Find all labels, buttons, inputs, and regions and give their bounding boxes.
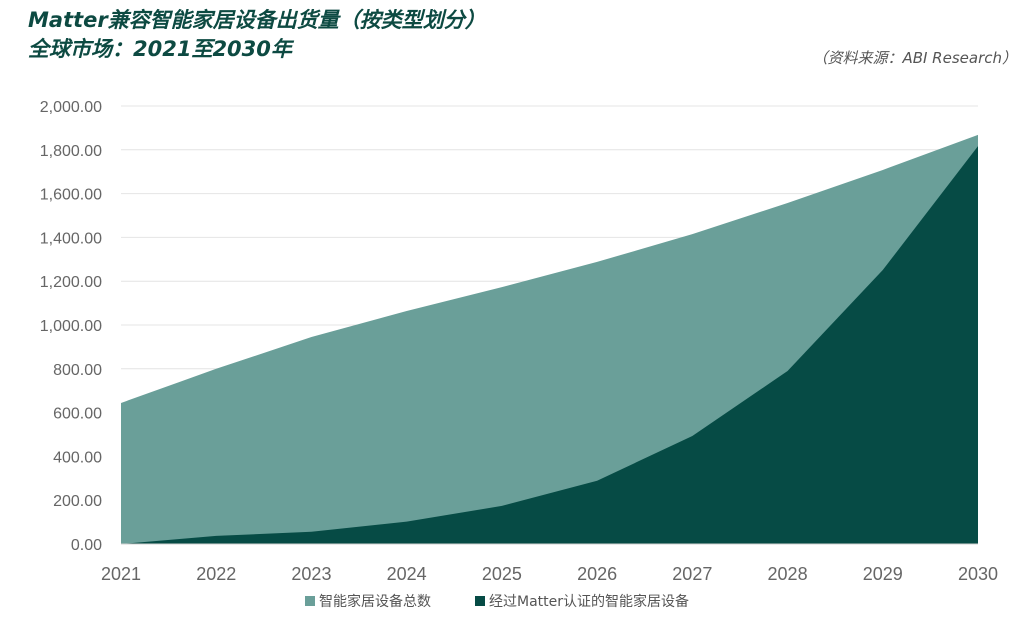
y-tick-label: 1,400.00 <box>40 230 102 247</box>
legend-swatch-total <box>305 596 315 606</box>
y-tick-label: 0.00 <box>71 537 102 554</box>
y-tick-label: 2,000.00 <box>40 99 102 116</box>
x-tick-label: 2025 <box>482 564 522 584</box>
x-tick-label: 2023 <box>291 564 331 584</box>
legend-label-matter: 经过Matter认证的智能家居设备 <box>489 594 690 610</box>
legend-item-matter: 经过Matter认证的智能家居设备 <box>475 591 689 611</box>
subtitle: 全球市场：2021至2030年 <box>28 37 292 61</box>
x-tick-label: 2024 <box>387 564 427 584</box>
x-tick-label: 2026 <box>577 564 617 584</box>
x-tick-label: 2029 <box>863 564 903 584</box>
x-tick-label: 2027 <box>672 564 712 584</box>
title-line-1: Matter兼容智能家居设备出货量（按类型划分） <box>28 8 486 32</box>
y-tick-label: 1,800.00 <box>40 143 102 160</box>
x-tick-label: 2028 <box>768 564 808 584</box>
y-tick-label: 1,600.00 <box>40 187 102 204</box>
y-tick-label: 400.00 <box>53 449 102 466</box>
legend-swatch-matter <box>475 596 485 606</box>
legend-item-total: 智能家居设备总数 <box>305 591 431 611</box>
y-tick-label: 200.00 <box>53 493 102 510</box>
y-tick-label: 1,200.00 <box>40 274 102 291</box>
x-tick-label: 2030 <box>958 564 998 584</box>
area-series-1 <box>121 146 978 544</box>
legend: 智能家居设备总数 经过Matter认证的智能家居设备 <box>305 591 689 611</box>
y-tick-label: 800.00 <box>53 362 102 379</box>
x-tick-label: 2022 <box>196 564 236 584</box>
legend-label-total: 智能家居设备总数 <box>319 594 431 610</box>
y-tick-label: 1,000.00 <box>40 318 102 335</box>
x-tick-label: 2021 <box>101 564 141 584</box>
source-note: （资料来源：ABI Research） <box>812 49 1017 67</box>
y-tick-label: 600.00 <box>53 406 102 423</box>
chart-title: Matter兼容智能家居设备出货量（按类型划分） 全球市场：2021至2030年 <box>28 6 486 64</box>
